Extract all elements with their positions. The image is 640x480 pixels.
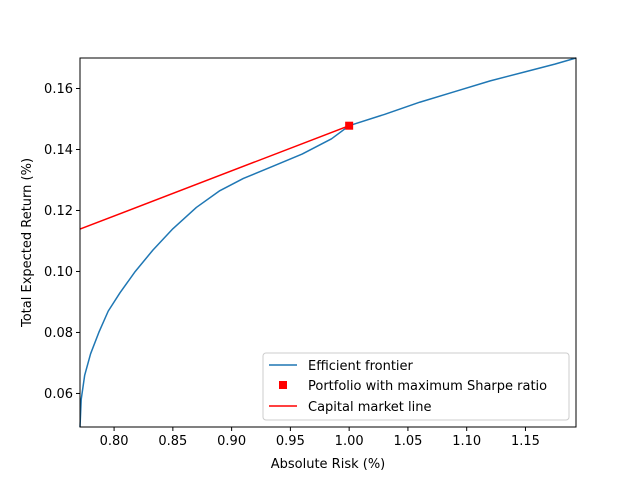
legend: Efficient frontier Portfolio with maximu… [263,353,569,420]
y-tick-label: 0.06 [44,387,73,402]
x-tick-label: 0.90 [217,434,246,449]
capital-market-line [80,126,349,229]
x-tick-label: 0.80 [100,434,129,449]
legend-max-sharpe-marker [279,381,287,389]
y-axis-label: Total Expected Return (%) [20,158,35,328]
legend-capital-market-label: Capital market line [308,400,431,415]
x-tick-label: 0.85 [158,434,187,449]
legend-efficient-frontier-label: Efficient frontier [308,359,414,374]
y-tick-label: 0.08 [44,326,73,341]
max-sharpe-point [345,122,353,130]
x-axis-label: Absolute Risk (%) [271,457,386,472]
x-tick-label: 1.10 [452,434,481,449]
x-tick-label: 1.15 [511,434,540,449]
y-axis: 0.06 0.08 0.10 0.12 0.14 0.16 [44,82,80,402]
x-tick-label: 0.95 [276,434,305,449]
legend-max-sharpe-label: Portfolio with maximum Sharpe ratio [308,379,547,394]
x-axis: 0.80 0.85 0.90 0.95 1.00 1.05 1.10 1.15 [100,427,540,449]
x-tick-label: 1.00 [335,434,364,449]
x-tick-label: 1.05 [393,434,422,449]
y-tick-label: 0.16 [44,82,73,97]
y-tick-label: 0.14 [44,143,73,158]
y-tick-label: 0.10 [44,265,73,280]
y-tick-label: 0.12 [44,204,73,219]
